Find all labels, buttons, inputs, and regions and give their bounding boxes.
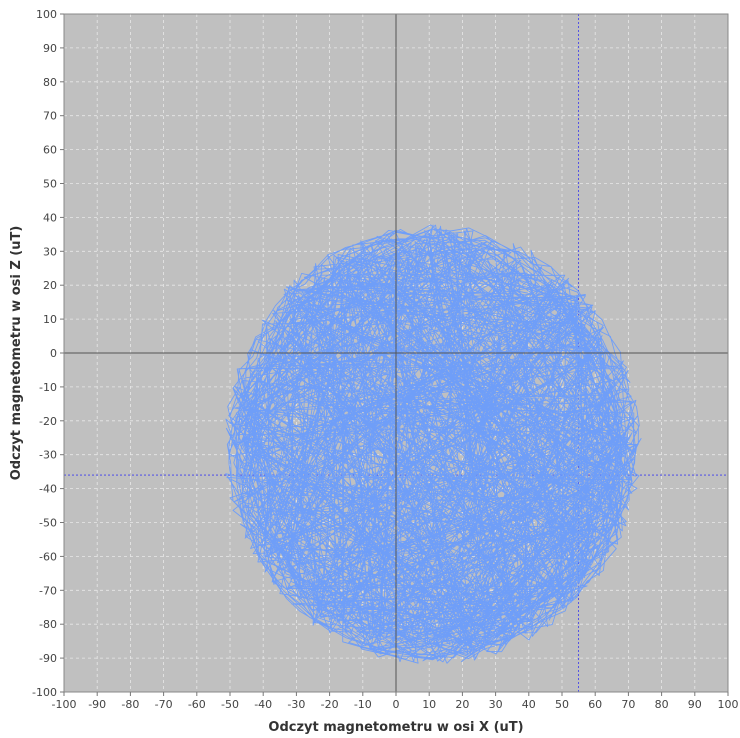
x-tick-label: 70 <box>621 698 635 711</box>
y-tick-label: 10 <box>43 313 57 326</box>
y-tick-label: -70 <box>39 584 57 597</box>
y-tick-label: -90 <box>39 652 57 665</box>
x-tick-label: -100 <box>52 698 77 711</box>
x-tick-label: -10 <box>354 698 372 711</box>
y-tick-label: -100 <box>32 686 57 699</box>
y-tick-label: 80 <box>43 76 57 89</box>
x-tick-label: -80 <box>121 698 139 711</box>
x-axis-title: Odczyt magnetometru w osi X (uT) <box>268 720 523 735</box>
y-tick-label: -40 <box>39 483 57 496</box>
y-tick-label: 100 <box>36 8 57 21</box>
x-tick-label: -70 <box>155 698 173 711</box>
series-line-0 <box>225 224 642 664</box>
y-tick-label: 20 <box>43 279 57 292</box>
x-tick-label: 40 <box>522 698 536 711</box>
x-tick-label: 0 <box>393 698 400 711</box>
y-tick-label: 90 <box>43 42 57 55</box>
x-tick-label: -50 <box>221 698 239 711</box>
y-tick-label: 50 <box>43 178 57 191</box>
series-area <box>225 224 642 664</box>
y-tick-label: 0 <box>50 347 57 360</box>
y-tick-label: -20 <box>39 415 57 428</box>
y-tick-label: 30 <box>43 245 57 258</box>
x-tick-label: 20 <box>455 698 469 711</box>
x-tick-label: 100 <box>718 698 739 711</box>
y-tick-label: -60 <box>39 550 57 563</box>
x-tick-label: 50 <box>555 698 569 711</box>
y-tick-label: -30 <box>39 449 57 462</box>
x-tick-label: 30 <box>489 698 503 711</box>
x-tick-label: 80 <box>655 698 669 711</box>
y-axis-title: Odczyt magnetometru w osi Z (uT) <box>9 226 24 481</box>
y-tick-label: -80 <box>39 618 57 631</box>
y-tick-label: 60 <box>43 144 57 157</box>
y-tick-label: 40 <box>43 211 57 224</box>
y-tick-label: 70 <box>43 110 57 123</box>
x-tick-label: 60 <box>588 698 602 711</box>
y-axis-ticks: -100-90-80-70-60-50-40-30-20-10010203040… <box>32 8 64 699</box>
x-axis-ticks: -100 -90 -80 -70 -60 -50 -40 -30 -20 -10 0 10 20 30 40… <box>52 692 739 711</box>
x-tick-label: -60 <box>188 698 206 711</box>
x-tick-label: 90 <box>688 698 702 711</box>
y-tick-label: -10 <box>39 381 57 394</box>
x-tick-label: -20 <box>321 698 339 711</box>
y-tick-label: -50 <box>39 517 57 530</box>
zero-lines <box>64 14 728 692</box>
x-tick-label: 10 <box>422 698 436 711</box>
x-tick-label: -40 <box>254 698 272 711</box>
x-tick-label: -30 <box>287 698 305 711</box>
x-tick-label: -90 <box>88 698 106 711</box>
